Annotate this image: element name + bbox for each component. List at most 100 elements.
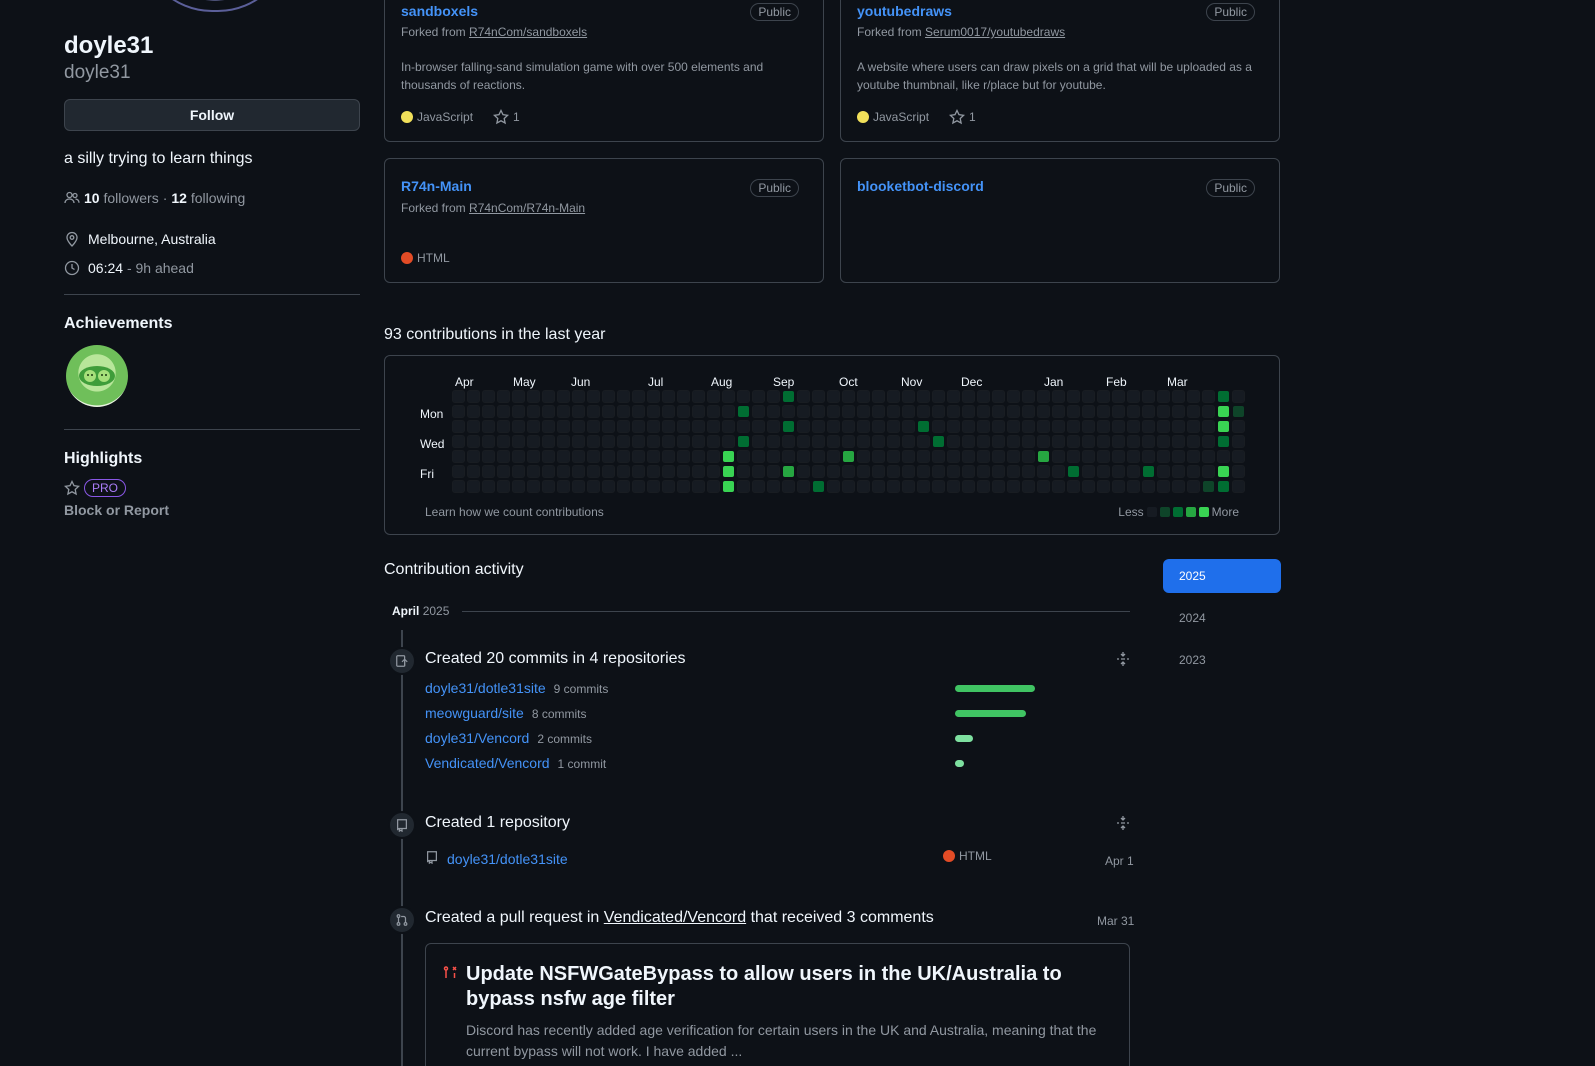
contribution-cell[interactable] — [932, 390, 945, 403]
commit-count[interactable]: 2 commits — [537, 732, 592, 746]
contribution-cell[interactable] — [947, 450, 960, 463]
contribution-cell[interactable] — [1097, 420, 1110, 433]
contribution-cell[interactable] — [677, 465, 690, 478]
contribution-cell[interactable] — [647, 450, 660, 463]
contribution-cell[interactable] — [1157, 465, 1170, 478]
contribution-cell[interactable] — [752, 435, 765, 448]
contribution-cell[interactable] — [1022, 465, 1035, 478]
commit-repo-link[interactable]: doyle31/dotle31site — [425, 680, 546, 696]
contribution-cell[interactable] — [992, 465, 1005, 478]
contribution-cell[interactable] — [857, 405, 870, 418]
contribution-cell[interactable] — [1157, 450, 1170, 463]
year-2025-button[interactable]: 2025 — [1163, 559, 1281, 593]
contribution-cell[interactable] — [1157, 405, 1170, 418]
contribution-cell[interactable] — [557, 465, 570, 478]
contribution-cell[interactable] — [527, 480, 540, 493]
contribution-cell[interactable] — [557, 450, 570, 463]
contribution-cell[interactable] — [587, 480, 600, 493]
contribution-cell[interactable] — [1202, 420, 1215, 433]
contribution-cell[interactable] — [617, 405, 630, 418]
contribution-cell[interactable] — [977, 405, 990, 418]
contribution-cell[interactable] — [542, 450, 555, 463]
contribution-cell[interactable] — [977, 465, 990, 478]
contribution-cell[interactable] — [1052, 420, 1065, 433]
contribution-cell[interactable] — [1022, 480, 1035, 493]
contribution-cell[interactable] — [602, 435, 615, 448]
contribution-cell[interactable] — [677, 450, 690, 463]
contribution-cell[interactable] — [1022, 390, 1035, 403]
contribution-cell[interactable] — [1112, 420, 1125, 433]
contribution-cell[interactable] — [1037, 405, 1050, 418]
contribution-cell[interactable] — [632, 390, 645, 403]
contribution-cell[interactable] — [812, 450, 825, 463]
commit-count[interactable]: 9 commits — [553, 682, 609, 696]
forked-from-link[interactable]: Serum0017/youtubedraws — [925, 25, 1066, 39]
contribution-cell[interactable] — [512, 405, 525, 418]
contribution-cell[interactable] — [647, 465, 660, 478]
contribution-cell[interactable] — [1112, 480, 1125, 493]
contribution-cell[interactable] — [617, 465, 630, 478]
contribution-cell[interactable] — [707, 390, 720, 403]
contribution-cell[interactable] — [842, 480, 855, 493]
contribution-cell[interactable] — [947, 420, 960, 433]
contribution-cell[interactable] — [827, 435, 840, 448]
contribution-cell[interactable] — [1218, 436, 1229, 447]
contribution-cell[interactable] — [737, 390, 750, 403]
contribution-cell[interactable] — [452, 420, 465, 433]
contribution-cell[interactable] — [692, 390, 705, 403]
contribution-cell[interactable] — [1007, 435, 1020, 448]
contribution-cell[interactable] — [482, 390, 495, 403]
contribution-cell[interactable] — [587, 465, 600, 478]
contribution-cell[interactable] — [527, 390, 540, 403]
contribution-cell[interactable] — [1172, 465, 1185, 478]
contribution-cell[interactable] — [1067, 420, 1080, 433]
contribution-cell[interactable] — [797, 465, 810, 478]
contribution-cell[interactable] — [587, 405, 600, 418]
contribution-cell[interactable] — [1232, 390, 1245, 403]
contribution-cell[interactable] — [707, 420, 720, 433]
contribution-cell[interactable] — [587, 450, 600, 463]
contribution-cell[interactable] — [572, 435, 585, 448]
contribution-cell[interactable] — [1052, 465, 1065, 478]
contribution-cell[interactable] — [467, 435, 480, 448]
contribution-cell[interactable] — [1172, 435, 1185, 448]
follow-button[interactable]: Follow — [64, 99, 360, 131]
contribution-cell[interactable] — [1112, 390, 1125, 403]
repo-name-link[interactable]: blooketbot-discord — [857, 178, 984, 194]
contribution-cell[interactable] — [1232, 450, 1245, 463]
contribution-cell[interactable] — [1172, 480, 1185, 493]
followers-link[interactable]: 10 followers — [84, 190, 159, 206]
contribution-cell[interactable] — [842, 390, 855, 403]
contribution-cell[interactable] — [813, 481, 824, 492]
contribution-cell[interactable] — [992, 435, 1005, 448]
contribution-cell[interactable] — [737, 450, 750, 463]
contribution-cell[interactable] — [512, 465, 525, 478]
contribution-cell[interactable] — [1112, 435, 1125, 448]
contribution-cell[interactable] — [857, 390, 870, 403]
contribution-cell[interactable] — [662, 405, 675, 418]
collapse-icon[interactable] — [1115, 815, 1131, 834]
contribution-cell[interactable] — [992, 405, 1005, 418]
contribution-cell[interactable] — [917, 480, 930, 493]
contribution-cell[interactable] — [723, 451, 734, 462]
contribution-cell[interactable] — [917, 390, 930, 403]
contribution-cell[interactable] — [1157, 420, 1170, 433]
forked-from-link[interactable]: R74nCom/R74n-Main — [469, 201, 586, 215]
contribution-cell[interactable] — [1022, 450, 1035, 463]
contribution-cell[interactable] — [737, 420, 750, 433]
contribution-cell[interactable] — [977, 450, 990, 463]
contribution-cell[interactable] — [1218, 421, 1229, 432]
contribution-cell[interactable] — [917, 435, 930, 448]
contribution-cell[interactable] — [1233, 406, 1244, 417]
contribution-cell[interactable] — [1157, 435, 1170, 448]
contribution-cell[interactable] — [872, 480, 885, 493]
contribution-cell[interactable] — [572, 450, 585, 463]
contribution-cell[interactable] — [452, 450, 465, 463]
contribution-cell[interactable] — [557, 390, 570, 403]
contribution-cell[interactable] — [647, 435, 660, 448]
contribution-cell[interactable] — [887, 435, 900, 448]
contribution-cell[interactable] — [452, 465, 465, 478]
contribution-cell[interactable] — [902, 390, 915, 403]
contribution-cell[interactable] — [843, 451, 854, 462]
contribution-cell[interactable] — [677, 435, 690, 448]
